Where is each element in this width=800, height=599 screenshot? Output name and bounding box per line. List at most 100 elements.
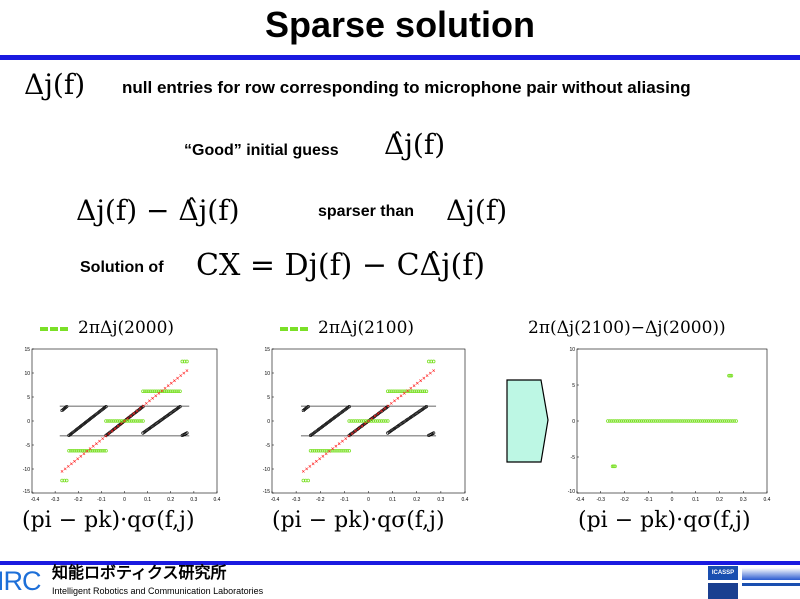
red-point xyxy=(321,454,325,458)
green-point xyxy=(726,419,731,423)
green-point xyxy=(312,448,317,453)
green-point xyxy=(408,389,412,394)
green-point xyxy=(386,419,390,423)
red-point xyxy=(169,381,173,385)
x-tick-label: -0.3 xyxy=(292,497,301,503)
green-point xyxy=(137,419,141,423)
red-point xyxy=(357,427,361,430)
green-point xyxy=(611,419,616,423)
green-point xyxy=(150,389,155,394)
green-point xyxy=(392,389,396,394)
red-point xyxy=(132,412,136,415)
green-point xyxy=(722,419,727,423)
red-point xyxy=(389,401,393,405)
delta-math-2: Δj(f) xyxy=(446,194,508,227)
x-tick-label: 0.3 xyxy=(740,497,747,503)
green-point xyxy=(702,419,707,423)
green-point xyxy=(712,419,717,423)
green-point xyxy=(613,419,618,423)
green-point xyxy=(67,448,71,453)
green-point xyxy=(681,419,685,423)
icassp-logo: ICASSP xyxy=(708,566,800,599)
green-point xyxy=(133,419,138,423)
green-point xyxy=(62,478,67,483)
green-point xyxy=(141,389,145,394)
red-point xyxy=(305,467,309,471)
green-point xyxy=(612,464,616,469)
green-point xyxy=(347,419,351,423)
green-point xyxy=(345,448,349,453)
x-tick-label: 0.2 xyxy=(413,497,420,503)
green-point xyxy=(625,419,630,423)
green-point xyxy=(398,389,402,394)
green-point xyxy=(172,389,176,394)
green-point xyxy=(129,419,134,423)
green-point xyxy=(610,464,615,469)
red-point xyxy=(60,469,64,473)
green-point xyxy=(720,419,725,423)
green-point xyxy=(180,359,185,364)
green-point xyxy=(645,419,650,423)
red-point xyxy=(406,389,409,393)
red-point xyxy=(82,452,86,456)
red-point xyxy=(370,417,374,420)
green-point xyxy=(669,419,673,423)
green-point xyxy=(335,448,339,453)
red-point xyxy=(380,409,383,413)
red-point xyxy=(88,447,92,451)
legend-1: 2πΔj(2000) xyxy=(40,318,174,338)
green-point xyxy=(718,419,723,423)
green-point xyxy=(359,419,364,423)
x-tick-label: -0.1 xyxy=(644,497,653,503)
y-tick-label: 10 xyxy=(24,371,30,377)
x-tick-label: -0.2 xyxy=(620,497,629,503)
green-point xyxy=(727,373,731,378)
green-point xyxy=(673,419,677,423)
green-point xyxy=(704,419,709,423)
icassp-logo-text: ICASSP xyxy=(708,566,738,580)
x-tick-label: 0 xyxy=(671,497,674,503)
x-tick-label: 0.2 xyxy=(167,497,174,503)
green-point xyxy=(306,478,310,483)
green-point xyxy=(121,419,126,423)
green-point xyxy=(115,419,120,423)
green-point xyxy=(139,419,143,423)
green-point xyxy=(320,448,325,453)
green-point xyxy=(152,389,157,394)
green-point xyxy=(663,419,667,423)
green-point xyxy=(96,448,101,453)
green-point xyxy=(708,419,713,423)
red-point xyxy=(412,384,416,388)
x-tick-label: 0 xyxy=(367,497,370,503)
green-point xyxy=(696,419,701,423)
green-point xyxy=(730,419,734,423)
red-point xyxy=(311,462,315,466)
line1-text: null entries for row corresponding to mi… xyxy=(122,78,691,97)
green-point xyxy=(92,448,97,453)
green-point xyxy=(76,448,81,453)
y-tick-label: 0 xyxy=(27,419,30,425)
y-tick-label: 10 xyxy=(264,371,270,377)
green-point xyxy=(318,448,323,453)
red-point xyxy=(76,457,80,461)
red-point xyxy=(422,376,426,380)
green-point xyxy=(373,419,378,423)
green-point xyxy=(621,419,626,423)
black-point xyxy=(65,404,69,409)
green-point xyxy=(431,359,436,364)
green-point xyxy=(665,419,669,423)
x-tick-label: 0.1 xyxy=(692,497,699,503)
red-point xyxy=(386,404,390,408)
red-point xyxy=(360,424,364,428)
green-point xyxy=(178,389,182,394)
green-point xyxy=(371,419,376,423)
legend-swatch xyxy=(280,326,308,331)
lab-name-jp: 知能ロボティクス研究所 xyxy=(52,565,227,582)
green-point xyxy=(684,419,689,423)
green-point xyxy=(633,419,638,423)
red-point xyxy=(123,419,126,423)
red-point xyxy=(110,429,114,433)
green-point xyxy=(69,448,73,453)
green-point xyxy=(341,448,345,453)
